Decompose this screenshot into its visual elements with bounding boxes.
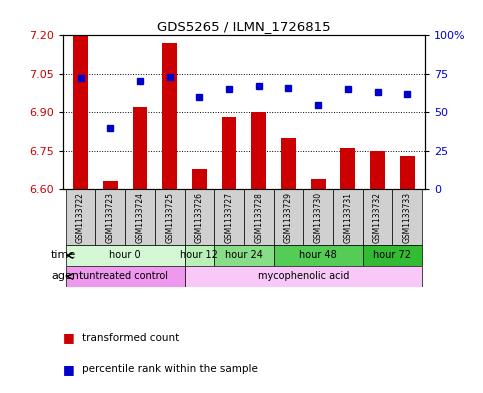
Text: percentile rank within the sample: percentile rank within the sample <box>82 364 258 375</box>
Text: GSM1133731: GSM1133731 <box>343 192 352 243</box>
Bar <box>132 107 147 189</box>
FancyBboxPatch shape <box>185 266 422 287</box>
Text: GSM1133727: GSM1133727 <box>225 192 234 243</box>
Text: GSM1133723: GSM1133723 <box>106 192 115 243</box>
FancyBboxPatch shape <box>363 189 392 245</box>
FancyBboxPatch shape <box>214 189 244 245</box>
FancyBboxPatch shape <box>244 189 273 245</box>
Text: ■: ■ <box>63 363 74 376</box>
Bar <box>400 156 414 189</box>
FancyBboxPatch shape <box>214 245 273 266</box>
FancyBboxPatch shape <box>185 245 214 266</box>
Bar <box>162 43 177 189</box>
FancyBboxPatch shape <box>392 189 422 245</box>
FancyBboxPatch shape <box>155 189 185 245</box>
FancyBboxPatch shape <box>66 189 96 245</box>
Bar <box>370 151 385 189</box>
Bar <box>341 148 355 189</box>
FancyBboxPatch shape <box>333 189 363 245</box>
Text: untreated control: untreated control <box>83 272 168 281</box>
Text: agent: agent <box>51 272 83 281</box>
Text: GSM1133728: GSM1133728 <box>254 192 263 243</box>
Text: hour 24: hour 24 <box>225 250 263 261</box>
FancyBboxPatch shape <box>96 189 125 245</box>
Bar <box>103 182 118 189</box>
FancyBboxPatch shape <box>66 245 185 266</box>
Text: GSM1133722: GSM1133722 <box>76 192 85 243</box>
Text: GSM1133730: GSM1133730 <box>313 192 323 243</box>
Text: hour 48: hour 48 <box>299 250 337 261</box>
FancyBboxPatch shape <box>125 189 155 245</box>
FancyBboxPatch shape <box>273 189 303 245</box>
Text: mycophenolic acid: mycophenolic acid <box>257 272 349 281</box>
FancyBboxPatch shape <box>363 245 422 266</box>
Title: GDS5265 / ILMN_1726815: GDS5265 / ILMN_1726815 <box>157 20 331 33</box>
FancyBboxPatch shape <box>185 189 214 245</box>
Text: GSM1133733: GSM1133733 <box>403 192 412 243</box>
Text: GSM1133732: GSM1133732 <box>373 192 382 243</box>
Text: hour 12: hour 12 <box>181 250 218 261</box>
Bar <box>73 35 88 189</box>
Bar <box>251 112 266 189</box>
Bar <box>281 138 296 189</box>
Text: GSM1133726: GSM1133726 <box>195 192 204 243</box>
Bar <box>222 118 237 189</box>
Text: time: time <box>51 250 76 261</box>
Bar <box>311 179 326 189</box>
FancyBboxPatch shape <box>303 189 333 245</box>
Text: GSM1133729: GSM1133729 <box>284 192 293 243</box>
Text: GSM1133724: GSM1133724 <box>136 192 144 243</box>
Text: hour 0: hour 0 <box>109 250 141 261</box>
Text: transformed count: transformed count <box>82 333 179 343</box>
Text: GSM1133725: GSM1133725 <box>165 192 174 243</box>
FancyBboxPatch shape <box>66 266 185 287</box>
Text: ■: ■ <box>63 331 74 345</box>
Bar <box>192 169 207 189</box>
Text: hour 72: hour 72 <box>373 250 412 261</box>
FancyBboxPatch shape <box>273 245 363 266</box>
